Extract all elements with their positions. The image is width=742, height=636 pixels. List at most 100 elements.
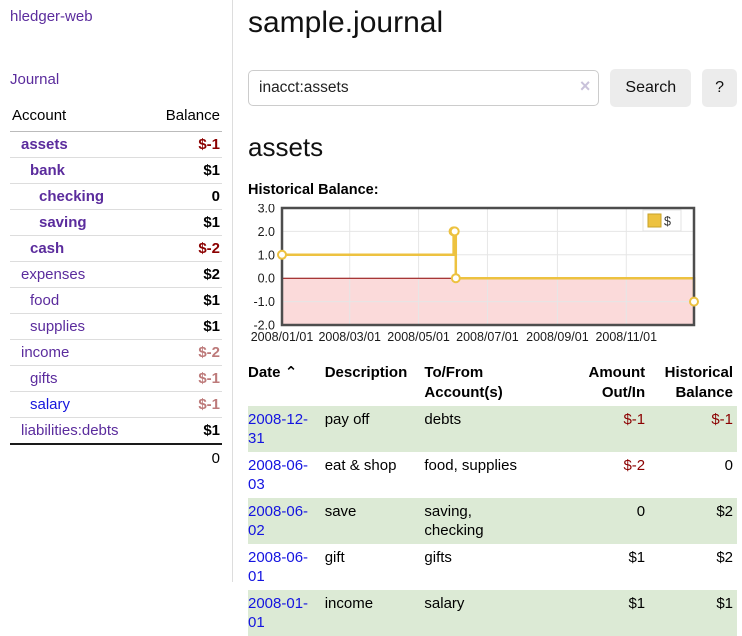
- balance-column-header: Balance: [148, 105, 222, 132]
- legend-swatch: [648, 214, 661, 227]
- account-row: bank $1: [10, 158, 222, 184]
- data-point-marker: [451, 227, 459, 235]
- app-brand-link[interactable]: hledger-web: [10, 8, 93, 25]
- account-balance: $-1: [148, 366, 222, 392]
- account-row: supplies $1: [10, 314, 222, 340]
- transaction-balance: $-1: [649, 406, 737, 452]
- account-column-header: Account: [10, 105, 148, 132]
- svg-text:3.0: 3.0: [258, 204, 275, 216]
- description-column-header: Description: [321, 360, 421, 406]
- transaction-date-link[interactable]: 2008-06-02: [248, 503, 308, 539]
- data-point-marker: [452, 274, 460, 282]
- page-title: sample.journal: [248, 6, 737, 40]
- transaction-description: eat & shop: [321, 452, 421, 498]
- account-balance: $-1: [148, 392, 222, 418]
- account-row: salary $-1: [10, 392, 222, 418]
- account-row: expenses $2: [10, 262, 222, 288]
- transaction-description: pay off: [321, 406, 421, 452]
- transaction-accounts: salary: [420, 590, 567, 636]
- account-link[interactable]: checking: [39, 188, 104, 205]
- svg-text:2.0: 2.0: [258, 225, 275, 239]
- search-input[interactable]: [248, 70, 599, 106]
- account-link[interactable]: income: [21, 344, 69, 361]
- svg-text:2008/07/01: 2008/07/01: [456, 330, 519, 344]
- svg-text:1.0: 1.0: [258, 248, 275, 262]
- transaction-amount: $-2: [568, 452, 650, 498]
- account-balance: $-1: [148, 132, 222, 158]
- accounts-total-row: 0: [10, 444, 222, 471]
- account-balance: $1: [148, 158, 222, 184]
- transaction-balance: 0: [649, 452, 737, 498]
- data-point-marker: [278, 251, 286, 259]
- accounts-table-header: Account Balance: [10, 105, 222, 132]
- account-balance: $-2: [148, 236, 222, 262]
- account-link[interactable]: expenses: [21, 266, 85, 283]
- account-row: liabilities:debts $1: [10, 418, 222, 445]
- account-balance: $1: [148, 418, 222, 445]
- accounts-total-spacer: [10, 444, 148, 471]
- account-balance: 0: [148, 184, 222, 210]
- account-balance: $1: [148, 288, 222, 314]
- account-link[interactable]: saving: [39, 214, 87, 231]
- transaction-description: income: [321, 590, 421, 636]
- chart-heading: Historical Balance:: [248, 182, 737, 198]
- accounts-column-header: To/From Account(s): [420, 360, 567, 406]
- transaction-date-link[interactable]: 2008-06-01: [248, 549, 308, 585]
- account-row: checking 0: [10, 184, 222, 210]
- main-content: sample.journal × Search ? assets Histori…: [248, 6, 742, 636]
- svg-text:0.0: 0.0: [258, 272, 275, 286]
- sidebar: hledger-web Journal Account Balance asse…: [0, 0, 233, 582]
- transaction-amount: $1: [568, 590, 650, 636]
- transaction-date-link[interactable]: 2008-06-03: [248, 457, 308, 493]
- account-balance: $1: [148, 210, 222, 236]
- transaction-accounts: debts: [420, 406, 567, 452]
- account-row: cash $-2: [10, 236, 222, 262]
- register-table: Date ⌃ Description To/From Account(s) Am…: [248, 360, 737, 636]
- transaction-date-link[interactable]: 2008-12-31: [248, 411, 308, 447]
- account-row: gifts $-1: [10, 366, 222, 392]
- date-column-header[interactable]: Date ⌃: [248, 360, 321, 406]
- account-link[interactable]: salary: [30, 396, 70, 413]
- account-link[interactable]: gifts: [30, 370, 58, 387]
- account-balance: $2: [148, 262, 222, 288]
- account-link[interactable]: bank: [30, 162, 65, 179]
- sidebar-item-journal[interactable]: Journal: [10, 71, 59, 88]
- account-link[interactable]: food: [30, 292, 59, 309]
- svg-text:2008/09/01: 2008/09/01: [526, 330, 589, 344]
- transaction-balance: $2: [649, 498, 737, 544]
- transaction-amount: $-1: [568, 406, 650, 452]
- svg-text:-1.0: -1.0: [253, 295, 275, 309]
- svg-text:2008/03/01: 2008/03/01: [318, 330, 381, 344]
- account-link[interactable]: supplies: [30, 318, 85, 335]
- account-row: income$-2: [10, 340, 222, 366]
- account-row: saving $1: [10, 210, 222, 236]
- account-link[interactable]: cash: [30, 240, 64, 257]
- search-input-wrap: ×: [248, 70, 599, 106]
- accounts-table: Account Balance assets $-1 bank $1 checking 0…: [10, 105, 222, 471]
- account-link[interactable]: assets: [21, 136, 68, 153]
- account-balance: $1: [148, 314, 222, 340]
- data-point-marker: [690, 298, 698, 306]
- transaction-accounts: gifts: [420, 544, 567, 590]
- account-row: food $1: [10, 288, 222, 314]
- clear-search-icon[interactable]: ×: [580, 76, 591, 97]
- transaction-accounts: saving, checking: [420, 498, 567, 544]
- search-form: × Search ?: [248, 69, 737, 107]
- amount-column-header: Amount Out/In: [568, 360, 650, 406]
- svg-text:2008/05/01: 2008/05/01: [387, 330, 450, 344]
- date-header-label: Date: [248, 364, 281, 381]
- search-button[interactable]: Search: [610, 69, 691, 107]
- transaction-balance: $1: [649, 590, 737, 636]
- account-link[interactable]: liabilities:debts: [21, 422, 119, 439]
- svg-text:2008/01/01: 2008/01/01: [251, 330, 314, 344]
- transaction-date-link[interactable]: 2008-01-01: [248, 595, 308, 631]
- help-button[interactable]: ?: [702, 69, 737, 107]
- transaction-description: save: [321, 498, 421, 544]
- transaction-description: gift: [321, 544, 421, 590]
